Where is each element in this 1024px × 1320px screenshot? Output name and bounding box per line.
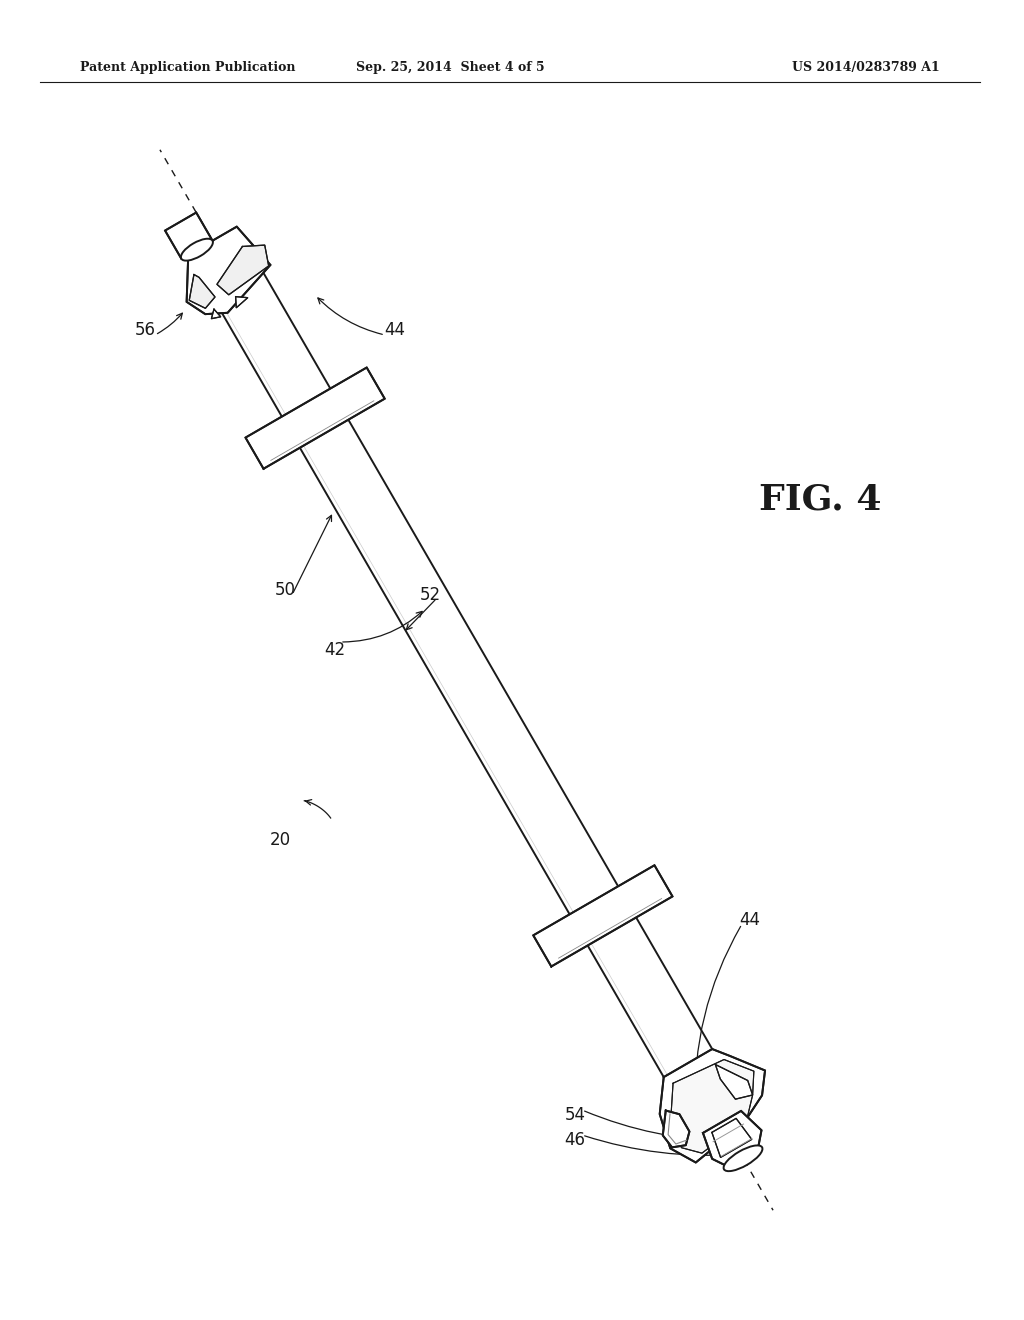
Text: US 2014/0283789 A1: US 2014/0283789 A1 — [793, 62, 940, 74]
Polygon shape — [712, 1118, 752, 1158]
Text: 54: 54 — [564, 1106, 586, 1125]
Text: 42: 42 — [325, 642, 345, 659]
Polygon shape — [211, 309, 221, 318]
Polygon shape — [659, 1049, 765, 1163]
Polygon shape — [534, 866, 673, 966]
Text: 20: 20 — [269, 832, 291, 849]
Polygon shape — [702, 1111, 762, 1167]
Ellipse shape — [181, 239, 213, 260]
Text: 56: 56 — [134, 321, 156, 339]
Polygon shape — [217, 246, 268, 294]
Polygon shape — [189, 275, 215, 309]
Text: FIG. 4: FIG. 4 — [759, 483, 882, 517]
Polygon shape — [671, 1060, 754, 1154]
Text: 50: 50 — [274, 581, 296, 599]
Polygon shape — [716, 1064, 753, 1100]
Polygon shape — [246, 367, 385, 469]
Text: Patent Application Publication: Patent Application Publication — [80, 62, 296, 74]
Polygon shape — [663, 1110, 689, 1147]
Polygon shape — [165, 213, 213, 259]
Text: Sep. 25, 2014  Sheet 4 of 5: Sep. 25, 2014 Sheet 4 of 5 — [355, 62, 545, 74]
Text: 52: 52 — [420, 586, 440, 605]
Text: 44: 44 — [739, 911, 761, 929]
Ellipse shape — [724, 1146, 763, 1171]
Text: 44: 44 — [384, 321, 406, 339]
Polygon shape — [236, 297, 248, 308]
Text: 46: 46 — [564, 1131, 586, 1148]
Polygon shape — [186, 227, 270, 314]
